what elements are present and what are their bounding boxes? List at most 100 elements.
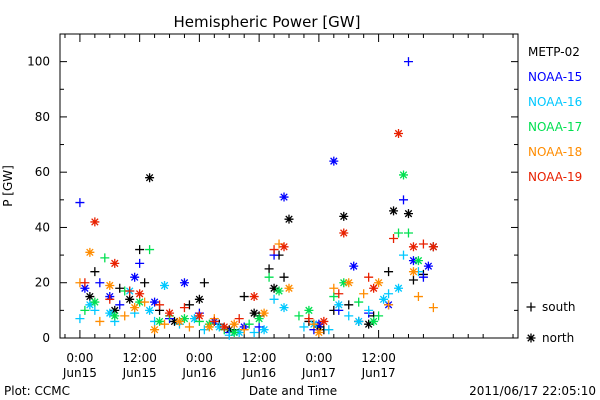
legend-entry: NOAA-15 (528, 70, 582, 84)
data-point-north (364, 319, 374, 329)
data-point-north (85, 292, 95, 302)
data-point-north (269, 283, 279, 293)
data-point-north (339, 228, 349, 238)
data-point-north (214, 322, 224, 332)
data-point-north (110, 258, 120, 268)
data-point-south (239, 292, 249, 302)
data-point-north (259, 308, 269, 318)
data-point-south (105, 294, 115, 304)
x-tick-date-label: Jun16 (241, 366, 276, 380)
data-point-south (125, 286, 135, 296)
data-point-south (384, 300, 394, 310)
data-point-south (239, 325, 249, 335)
legend-entry: NOAA-18 (528, 145, 582, 159)
data-point-south (115, 283, 125, 293)
data-point-north (428, 242, 438, 252)
data-point-north (249, 308, 259, 318)
data-point-north (394, 128, 404, 138)
data-point-south (135, 258, 145, 268)
data-point-south (264, 272, 274, 282)
data-point-south (324, 325, 334, 335)
data-point-north (284, 283, 294, 293)
data-point-south (145, 245, 155, 255)
x-tick-time-label: 0:00 (66, 351, 93, 365)
data-point-north (423, 261, 433, 271)
data-point-south (344, 311, 354, 321)
data-point-south (75, 314, 85, 324)
data-point-north (374, 278, 384, 288)
data-point-south (329, 292, 339, 302)
data-point-south (344, 300, 354, 310)
data-point-south (199, 278, 209, 288)
data-point-north (314, 319, 324, 329)
data-point-south (179, 303, 189, 313)
data-point-south (399, 250, 408, 260)
data-point-north (110, 305, 120, 315)
data-point-south (408, 275, 418, 285)
data-point-south (269, 245, 279, 255)
data-point-south (155, 300, 165, 310)
data-point-south (329, 283, 339, 293)
data-point-south (334, 289, 344, 299)
marker-legend-symbol (526, 333, 536, 343)
data-point-north (80, 283, 90, 293)
data-point-north (229, 327, 239, 337)
data-point-north (284, 214, 294, 224)
data-point-north (314, 327, 324, 337)
data-point-south (304, 314, 314, 324)
x-axis-ticks: 0:00Jun1512:00Jun150:00Jun1612:00Jun160:… (62, 34, 514, 380)
data-point-north (135, 289, 145, 299)
data-point-north (279, 242, 289, 252)
x-tick-time-label: 0:00 (305, 351, 332, 365)
plot-credit: Plot: CCMC (4, 384, 70, 398)
y-tick-label: 0 (42, 331, 50, 345)
data-point-north (160, 280, 170, 290)
data-point-south (90, 267, 100, 277)
data-point-south (234, 314, 244, 324)
data-point-north (130, 272, 140, 282)
data-point-north (85, 247, 95, 257)
data-point-north (194, 311, 204, 321)
data-point-south (279, 272, 289, 282)
data-point-south (384, 267, 394, 277)
data-point-south (413, 292, 423, 302)
x-tick-time-label: 0:00 (186, 351, 213, 365)
data-point-north (135, 297, 145, 307)
data-point-south (359, 289, 369, 299)
series-legend: METP-02 NOAA-15 NOAA-16 NOAA-17 NOAA-18 NOAA-… (528, 45, 582, 184)
data-point-south (95, 316, 105, 326)
data-point-south (299, 322, 309, 332)
data-point-south (209, 316, 219, 326)
x-tick-date-label: Jun15 (62, 366, 97, 380)
data-point-south (80, 278, 90, 288)
data-point-north (179, 278, 189, 288)
y-tick-label: 100 (27, 55, 50, 69)
data-point-north (150, 297, 160, 307)
data-point-south (418, 272, 428, 282)
data-point-south (244, 319, 254, 329)
data-point-south (364, 272, 374, 282)
data-point-south (374, 311, 384, 321)
x-tick-date-label: Jun17 (361, 366, 396, 380)
data-point-north (274, 286, 284, 296)
data-point-north (279, 303, 289, 313)
data-point-south (115, 300, 125, 310)
plot-timestamp: 2011/06/17 22:05:10 (469, 384, 596, 398)
y-tick-label: 60 (35, 165, 50, 179)
data-point-north (189, 314, 199, 324)
data-point-north (394, 283, 404, 293)
legend-entry: NOAA-16 (528, 95, 582, 109)
data-point-north (403, 209, 413, 219)
marker-legend-symbol (526, 302, 536, 312)
data-point-south (403, 57, 413, 67)
data-point-north (204, 322, 214, 332)
data-point-north (130, 303, 140, 313)
data-point-south (80, 305, 90, 315)
data-point-north (194, 294, 204, 304)
data-point-south (135, 245, 145, 255)
data-point-south (249, 327, 259, 337)
data-point-south (184, 322, 194, 332)
data-point-north (105, 308, 115, 318)
data-point-north (179, 314, 189, 324)
data-point-north (408, 256, 418, 266)
